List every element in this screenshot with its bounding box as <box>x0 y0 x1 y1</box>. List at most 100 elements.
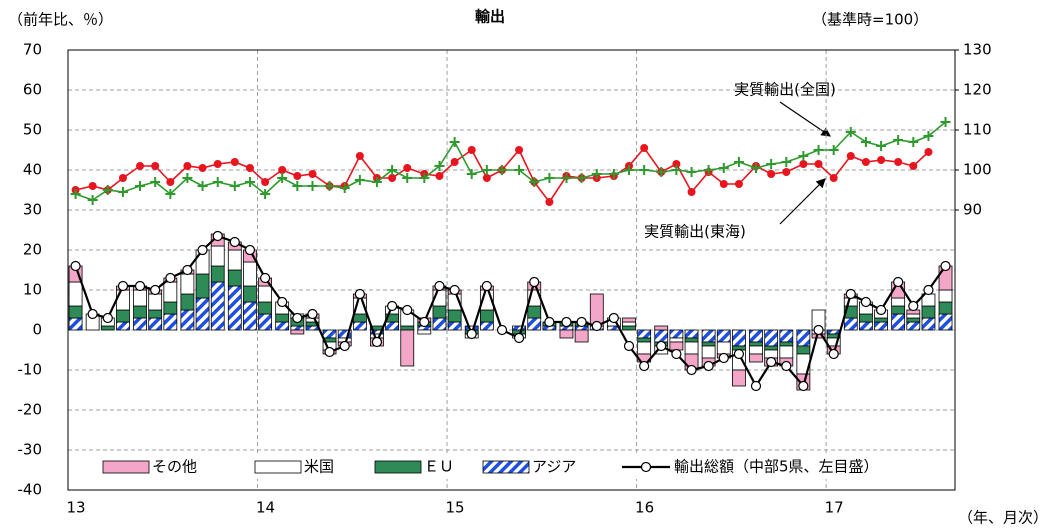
bar <box>400 329 415 367</box>
marker <box>150 177 161 187</box>
x-axis-label: （年、月次） <box>958 509 1048 527</box>
marker <box>515 146 524 154</box>
bar <box>906 321 921 331</box>
x-tick-label: 14 <box>256 499 275 517</box>
legend-label: 輸出総額（中部5県、左目盛） <box>674 458 879 476</box>
bar <box>432 317 447 331</box>
bar <box>243 301 257 331</box>
plot-frame <box>67 49 956 491</box>
bar <box>684 337 699 343</box>
y-tick-label: -30 <box>18 441 43 459</box>
marker <box>70 189 81 199</box>
marker <box>450 158 459 166</box>
y-tick-label: 30 <box>23 201 42 219</box>
bar <box>826 329 841 335</box>
marker <box>245 164 254 172</box>
bar <box>258 285 273 303</box>
marker <box>88 182 97 190</box>
bar <box>163 301 178 315</box>
marker <box>576 173 587 183</box>
marker <box>671 165 682 175</box>
bar <box>148 317 163 331</box>
y-tick-label: 40 <box>23 161 42 179</box>
marker <box>277 173 288 183</box>
y-tick-label: 20 <box>23 241 42 259</box>
y-tick-label: 10 <box>23 281 42 299</box>
marker <box>134 280 146 292</box>
marker <box>117 187 128 197</box>
marker <box>624 165 635 175</box>
bar <box>447 321 462 331</box>
marker <box>733 157 744 167</box>
annotation-arrow <box>779 178 826 225</box>
bar <box>133 289 147 307</box>
y-tick-label: -10 <box>18 361 43 379</box>
annotation-arrow <box>779 101 831 137</box>
marker <box>497 165 508 175</box>
marker <box>277 296 288 308</box>
marker <box>386 300 398 312</box>
marker <box>212 177 223 187</box>
marker <box>750 380 762 392</box>
bar <box>116 321 130 331</box>
marker <box>513 332 525 344</box>
bar <box>512 325 526 331</box>
legend-swatch <box>102 460 150 474</box>
marker <box>166 178 175 186</box>
legend-label: アジア <box>532 458 576 476</box>
legend-label: その他 <box>152 458 197 476</box>
marker <box>861 158 870 166</box>
bar <box>637 329 652 339</box>
marker <box>261 178 270 186</box>
legend-label: 米国 <box>304 458 334 476</box>
bar <box>938 301 953 315</box>
marker <box>308 170 317 178</box>
marker <box>940 117 951 127</box>
bar <box>891 297 906 307</box>
y-tick-label: 60 <box>23 81 42 99</box>
marker <box>403 164 412 172</box>
marker <box>561 173 572 183</box>
bar <box>732 369 746 387</box>
y-tick-label: -20 <box>18 401 43 419</box>
marker <box>798 151 809 161</box>
y-tick-label: 0 <box>32 321 42 339</box>
marker <box>639 360 650 372</box>
bar <box>527 317 542 331</box>
legend-label: ＥＵ <box>424 458 454 476</box>
bar <box>701 329 716 343</box>
marker <box>467 146 476 154</box>
marker <box>482 174 491 182</box>
marker <box>828 348 839 360</box>
bar <box>874 321 888 331</box>
chart-title: 輸出 <box>475 8 505 26</box>
bar <box>210 245 225 267</box>
marker <box>766 159 777 169</box>
marker <box>734 180 743 188</box>
marker <box>102 312 113 324</box>
bar <box>779 329 794 343</box>
marker <box>197 244 208 256</box>
marker <box>339 183 350 193</box>
marker <box>656 340 667 352</box>
bar <box>385 321 399 331</box>
bar <box>796 345 811 355</box>
marker <box>718 352 729 364</box>
bar <box>258 301 273 315</box>
y-tick-label: 70 <box>23 41 42 59</box>
marker <box>136 162 145 170</box>
marker <box>165 272 176 284</box>
bar <box>749 345 763 355</box>
legend-swatch <box>640 461 652 473</box>
marker <box>671 348 682 360</box>
marker <box>371 177 382 187</box>
bar <box>654 325 669 331</box>
marker <box>307 181 318 191</box>
marker <box>781 360 792 372</box>
legend-swatch <box>254 460 302 474</box>
bar <box>764 329 779 347</box>
bar <box>180 309 195 331</box>
marker <box>244 177 255 187</box>
bar <box>906 317 921 323</box>
